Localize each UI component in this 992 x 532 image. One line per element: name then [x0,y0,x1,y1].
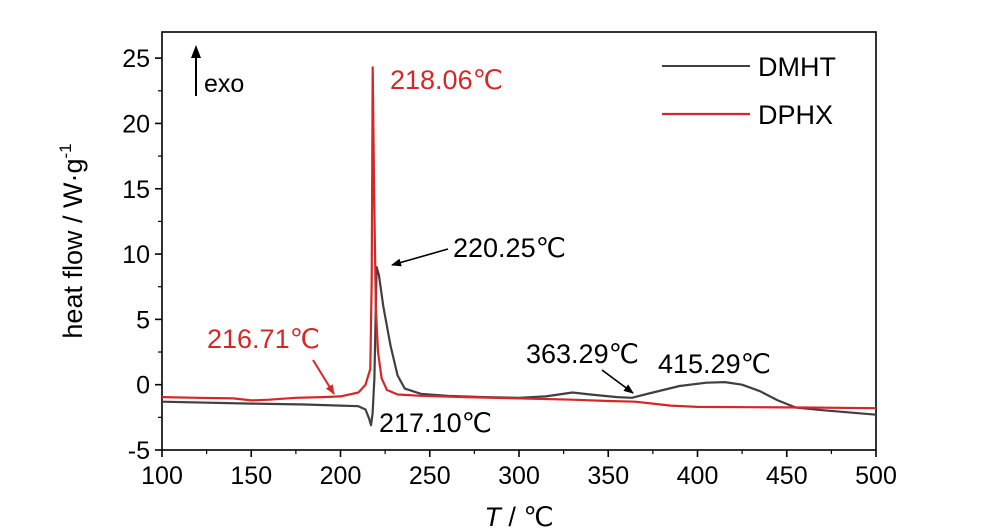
annotation-arrow-dphx-onset [312,359,335,395]
x-axis-title-unit: / ℃ [501,502,554,532]
x-tick-label: 150 [230,462,272,490]
x-axis-ticks: 100 150 200 250 300 350 400 450 500 [141,450,897,490]
annotation-peak-dphx: 218.06℃ [390,65,503,95]
exo-indicator: exo [191,45,244,98]
exo-label: exo [204,70,244,98]
exo-arrow-head [191,45,201,58]
y-tick-label: 0 [136,372,150,400]
legend: DMHT DPHX [662,52,836,130]
y-tick-label: 10 [122,241,150,269]
x-tick-label: 100 [141,462,183,490]
annotations: 218.06℃ 220.25℃ 216.71℃ 217.10℃ 363.29℃ … [207,65,771,438]
y-axis-title: heat flow / W·g-1 [56,143,88,338]
series-line-dphx [161,66,877,410]
x-tick-label: 250 [409,462,451,490]
annotation-peak2-dmht: 415.29℃ [658,349,771,379]
x-tick-label: 400 [677,462,719,490]
y-tick-label: 25 [122,45,150,73]
x-tick-label: 350 [587,462,629,490]
annotation-peak-dmht: 220.25℃ [453,233,566,263]
y-tick-label: 15 [122,176,150,204]
annotation-onset-dphx: 216.71℃ [207,324,320,354]
annotation-arrow-dmht-peak [391,248,449,267]
legend-label-dmht: DMHT [758,52,836,82]
y-axis-ticks: -5 0 5 10 15 20 25 [122,45,162,465]
y-axis-title-superscript: -1 [56,143,75,158]
x-axis-title-variable: T [484,502,503,532]
annotation-shoulder-dmht: 363.29℃ [526,339,639,369]
annotation-dip-dmht: 217.10℃ [379,408,492,438]
y-tick-label: 20 [122,110,150,138]
x-tick-label: 500 [855,462,897,490]
annotation-arrow-shoulder [601,369,634,394]
x-tick-label: 450 [766,462,808,490]
y-tick-label: -5 [128,437,150,465]
x-tick-label: 300 [498,462,540,490]
legend-label-dphx: DPHX [758,100,833,130]
series-layer [161,66,877,427]
y-axis-title-text: heat flow / W·g [58,159,88,339]
x-tick-label: 200 [320,462,362,490]
x-axis-title: T / ℃ [484,502,553,532]
y-tick-label: 5 [136,306,150,334]
